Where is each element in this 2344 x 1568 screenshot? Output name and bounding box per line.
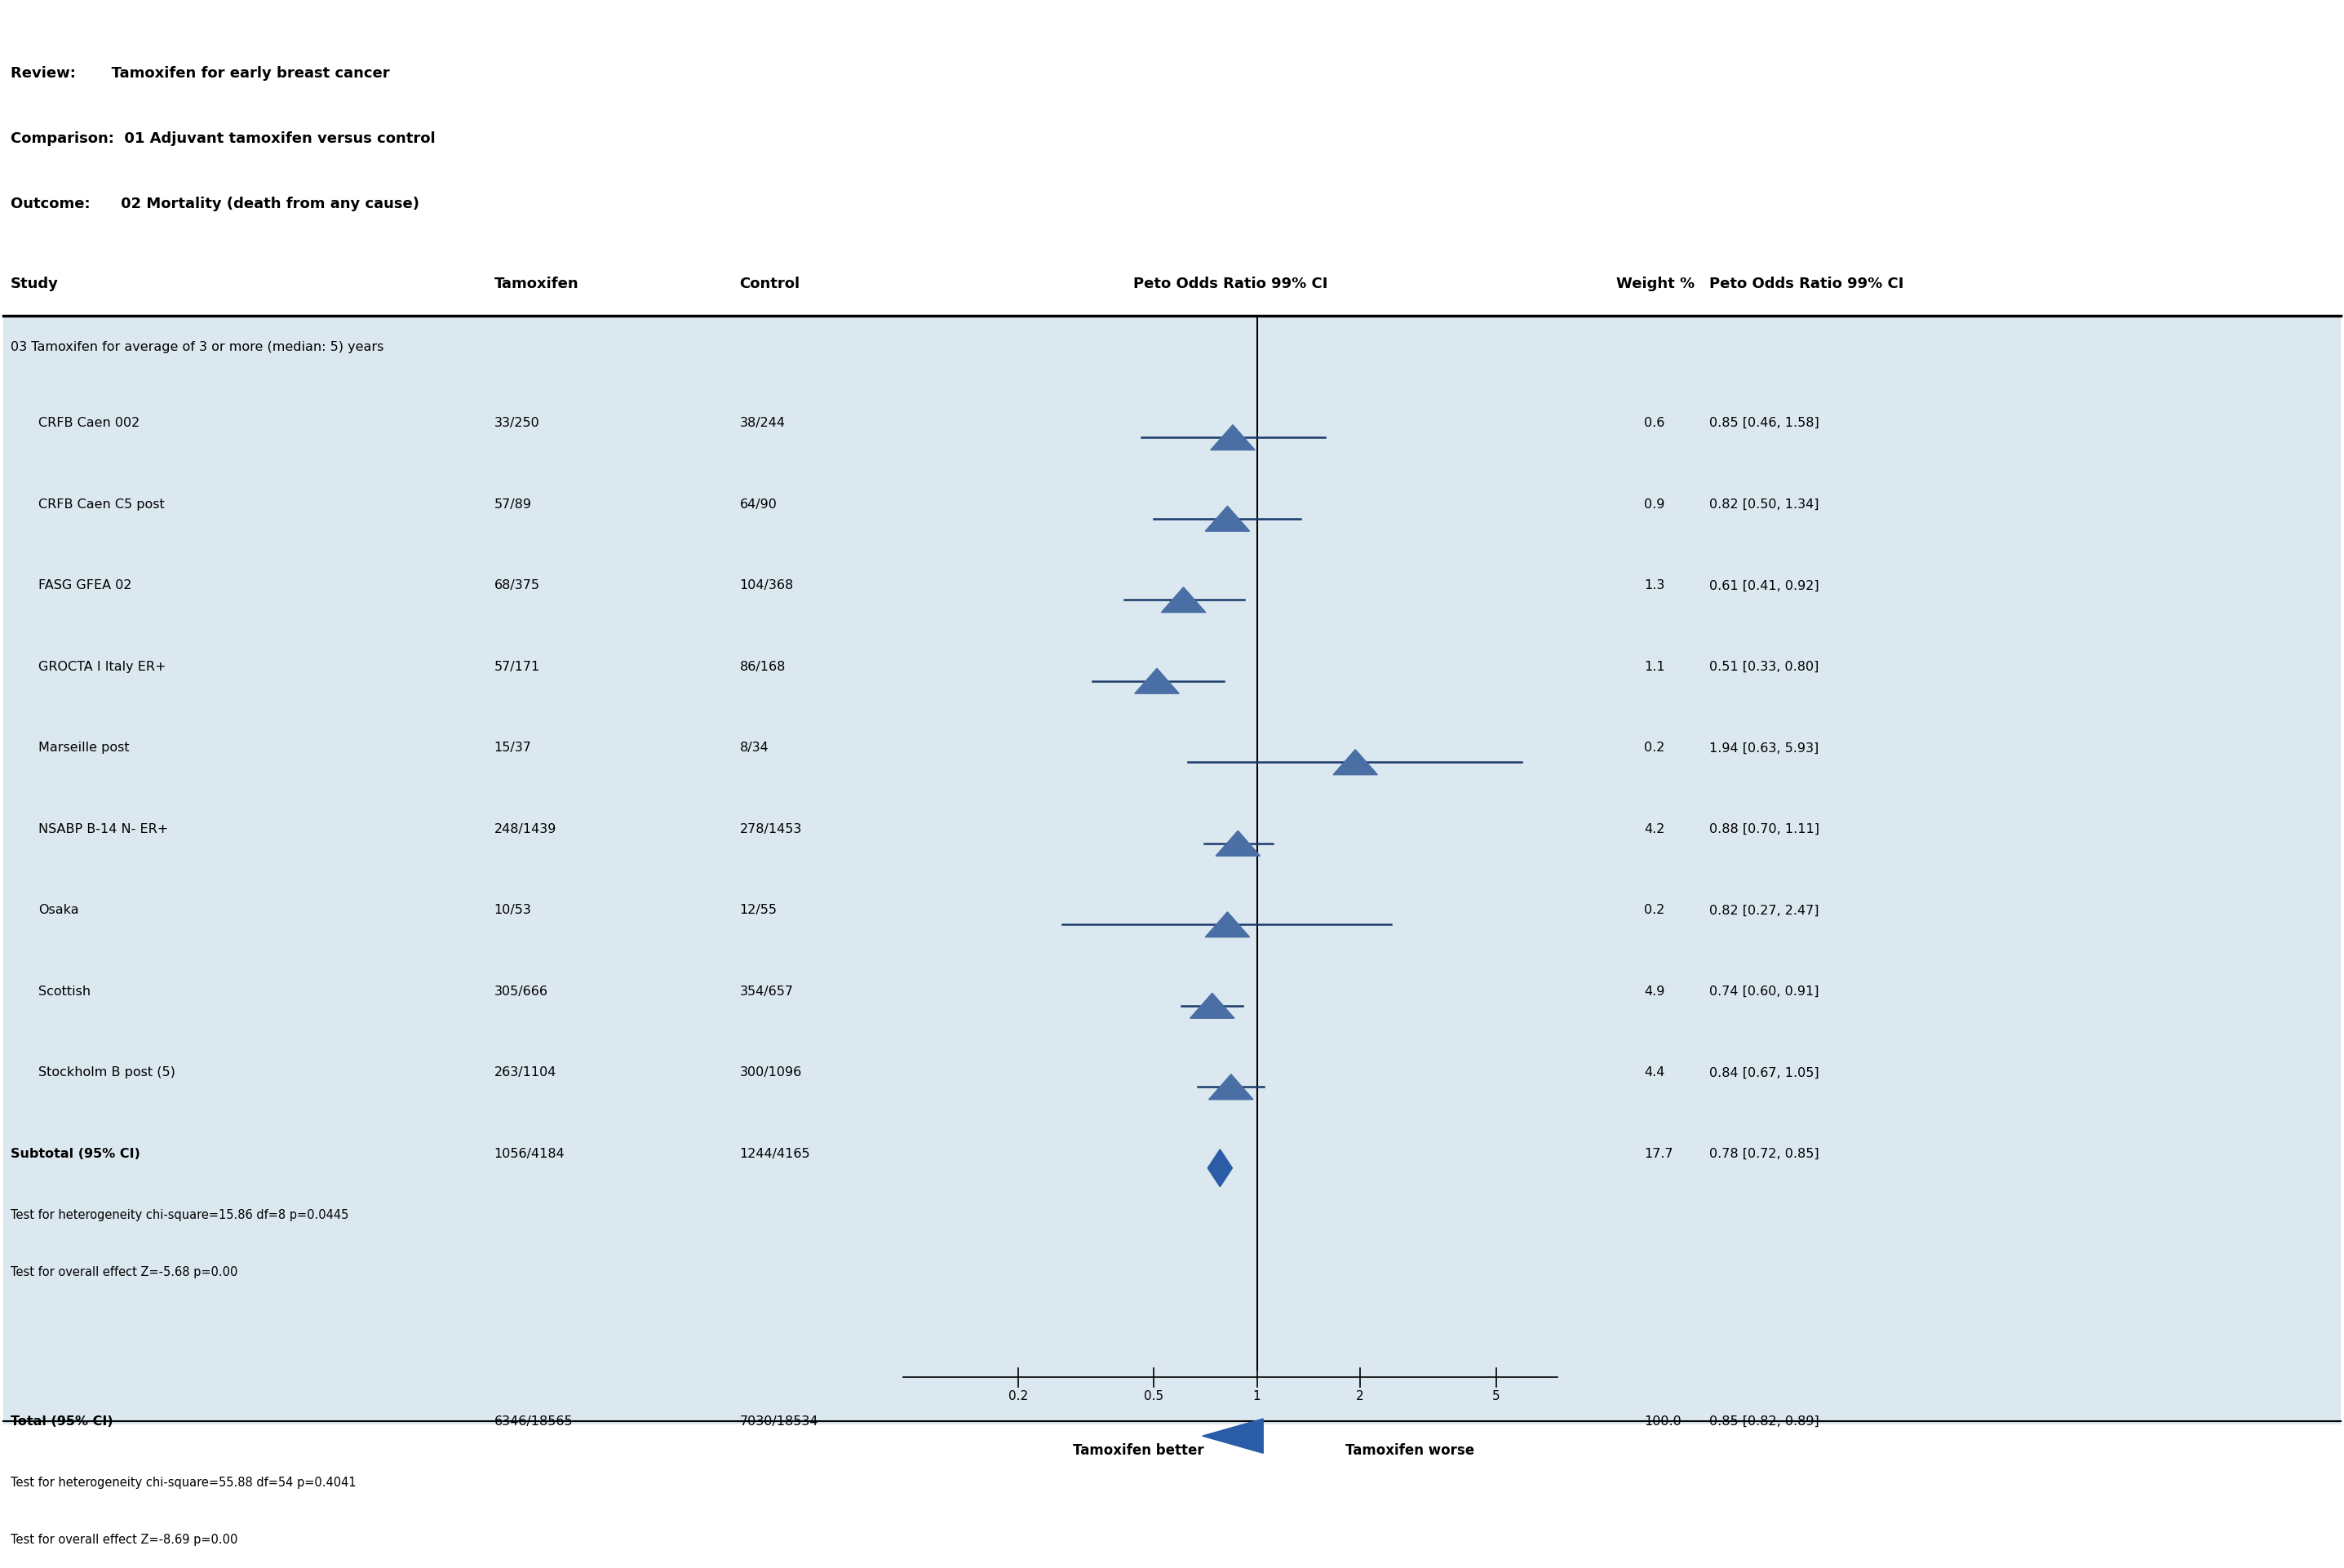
Text: 0.82 [0.50, 1.34]: 0.82 [0.50, 1.34] xyxy=(1709,499,1819,511)
Text: 4.4: 4.4 xyxy=(1643,1066,1664,1079)
Text: 0.2: 0.2 xyxy=(1643,905,1664,916)
FancyBboxPatch shape xyxy=(2,315,2342,1424)
Text: 4.2: 4.2 xyxy=(1643,823,1664,836)
Text: Subtotal (95% CI): Subtotal (95% CI) xyxy=(9,1148,141,1160)
Text: Test for heterogeneity chi-square=55.88 df=54 p=0.4041: Test for heterogeneity chi-square=55.88 … xyxy=(9,1477,356,1490)
Text: 0.9: 0.9 xyxy=(1643,499,1664,511)
Text: Tamoxifen better: Tamoxifen better xyxy=(1074,1443,1205,1458)
Text: 0.74 [0.60, 0.91]: 0.74 [0.60, 0.91] xyxy=(1709,985,1819,997)
Text: Test for overall effect Z=-5.68 p=0.00: Test for overall effect Z=-5.68 p=0.00 xyxy=(9,1265,237,1278)
Text: 1.1: 1.1 xyxy=(1643,660,1664,673)
Text: Review:       Tamoxifen for early breast cancer: Review: Tamoxifen for early breast cance… xyxy=(9,66,389,80)
Text: 0.84 [0.67, 1.05]: 0.84 [0.67, 1.05] xyxy=(1709,1066,1819,1079)
Text: Test for heterogeneity chi-square=15.86 df=8 p=0.0445: Test for heterogeneity chi-square=15.86 … xyxy=(9,1209,349,1221)
Polygon shape xyxy=(1210,425,1254,450)
Text: 17.7: 17.7 xyxy=(1643,1148,1674,1160)
Text: 57/89: 57/89 xyxy=(495,499,532,511)
Text: 0.78 [0.72, 0.85]: 0.78 [0.72, 0.85] xyxy=(1709,1148,1819,1160)
Text: 0.2: 0.2 xyxy=(1643,742,1664,754)
Polygon shape xyxy=(1210,1074,1254,1099)
Text: 305/666: 305/666 xyxy=(495,985,548,997)
Text: 64/90: 64/90 xyxy=(741,499,778,511)
Text: Peto Odds Ratio 99% CI: Peto Odds Ratio 99% CI xyxy=(1132,276,1327,292)
Polygon shape xyxy=(1334,750,1378,775)
Text: 0.85 [0.46, 1.58]: 0.85 [0.46, 1.58] xyxy=(1709,417,1819,430)
Text: 1: 1 xyxy=(1254,1389,1261,1402)
Text: Marseille post: Marseille post xyxy=(38,742,129,754)
Text: 86/168: 86/168 xyxy=(741,660,785,673)
Text: 4.9: 4.9 xyxy=(1643,985,1664,997)
Text: 0.5: 0.5 xyxy=(1144,1389,1165,1402)
Text: Osaka: Osaka xyxy=(38,905,80,916)
Text: Scottish: Scottish xyxy=(38,985,91,997)
Text: FASG GFEA 02: FASG GFEA 02 xyxy=(38,580,131,591)
Text: 0.85 [0.82, 0.89]: 0.85 [0.82, 0.89] xyxy=(1709,1416,1819,1428)
Text: 0.88 [0.70, 1.11]: 0.88 [0.70, 1.11] xyxy=(1709,823,1819,836)
Polygon shape xyxy=(1205,506,1249,532)
Text: 0.2: 0.2 xyxy=(1008,1389,1027,1402)
Polygon shape xyxy=(1134,668,1179,693)
Text: 15/37: 15/37 xyxy=(495,742,532,754)
Polygon shape xyxy=(1207,1149,1233,1187)
Text: Stockholm B post (5): Stockholm B post (5) xyxy=(38,1066,176,1079)
Text: 1056/4184: 1056/4184 xyxy=(495,1148,565,1160)
Text: 6346/18565: 6346/18565 xyxy=(495,1416,572,1428)
Text: 1.3: 1.3 xyxy=(1643,580,1664,591)
Text: 0.51 [0.33, 0.80]: 0.51 [0.33, 0.80] xyxy=(1709,660,1819,673)
Text: 12/55: 12/55 xyxy=(741,905,778,916)
Polygon shape xyxy=(1217,831,1261,856)
Polygon shape xyxy=(1160,586,1205,613)
Text: 03 Tamoxifen for average of 3 or more (median: 5) years: 03 Tamoxifen for average of 3 or more (m… xyxy=(9,340,384,353)
Text: 38/244: 38/244 xyxy=(741,417,785,430)
Text: 10/53: 10/53 xyxy=(495,905,532,916)
Text: 68/375: 68/375 xyxy=(495,580,539,591)
Text: 248/1439: 248/1439 xyxy=(495,823,556,836)
Text: 8/34: 8/34 xyxy=(741,742,769,754)
Text: Test for overall effect Z=-8.69 p=0.00: Test for overall effect Z=-8.69 p=0.00 xyxy=(9,1534,237,1546)
Polygon shape xyxy=(1202,1419,1263,1454)
Text: 2: 2 xyxy=(1355,1389,1364,1402)
Text: Control: Control xyxy=(741,276,799,292)
Text: 57/171: 57/171 xyxy=(495,660,539,673)
Text: 7030/18534: 7030/18534 xyxy=(741,1416,818,1428)
Text: 278/1453: 278/1453 xyxy=(741,823,802,836)
Text: GROCTA I Italy ER+: GROCTA I Italy ER+ xyxy=(38,660,166,673)
Text: 354/657: 354/657 xyxy=(741,985,795,997)
Text: Outcome:      02 Mortality (death from any cause): Outcome: 02 Mortality (death from any ca… xyxy=(9,198,420,212)
Text: 5: 5 xyxy=(1493,1389,1500,1402)
Polygon shape xyxy=(1205,913,1249,938)
Text: 0.82 [0.27, 2.47]: 0.82 [0.27, 2.47] xyxy=(1709,905,1819,916)
Text: Tamoxifen: Tamoxifen xyxy=(495,276,579,292)
Text: CRFB Caen 002: CRFB Caen 002 xyxy=(38,417,141,430)
Text: Weight %: Weight % xyxy=(1615,276,1695,292)
Text: 104/368: 104/368 xyxy=(741,580,795,591)
Text: 1244/4165: 1244/4165 xyxy=(741,1148,811,1160)
Text: Tamoxifen worse: Tamoxifen worse xyxy=(1345,1443,1474,1458)
Text: Comparison:  01 Adjuvant tamoxifen versus control: Comparison: 01 Adjuvant tamoxifen versus… xyxy=(9,132,436,146)
Text: 100.0: 100.0 xyxy=(1643,1416,1681,1428)
Text: CRFB Caen C5 post: CRFB Caen C5 post xyxy=(38,499,164,511)
Text: Study: Study xyxy=(9,276,59,292)
Text: Total (95% CI): Total (95% CI) xyxy=(9,1416,113,1428)
Text: 0.61 [0.41, 0.92]: 0.61 [0.41, 0.92] xyxy=(1709,580,1819,591)
Text: 1.94 [0.63, 5.93]: 1.94 [0.63, 5.93] xyxy=(1709,742,1819,754)
Text: 0.6: 0.6 xyxy=(1643,417,1664,430)
Text: 33/250: 33/250 xyxy=(495,417,539,430)
Text: NSABP B-14 N- ER+: NSABP B-14 N- ER+ xyxy=(38,823,169,836)
Text: 263/1104: 263/1104 xyxy=(495,1066,556,1079)
Polygon shape xyxy=(1191,993,1235,1018)
Text: Peto Odds Ratio 99% CI: Peto Odds Ratio 99% CI xyxy=(1709,276,1903,292)
Text: 300/1096: 300/1096 xyxy=(741,1066,802,1079)
